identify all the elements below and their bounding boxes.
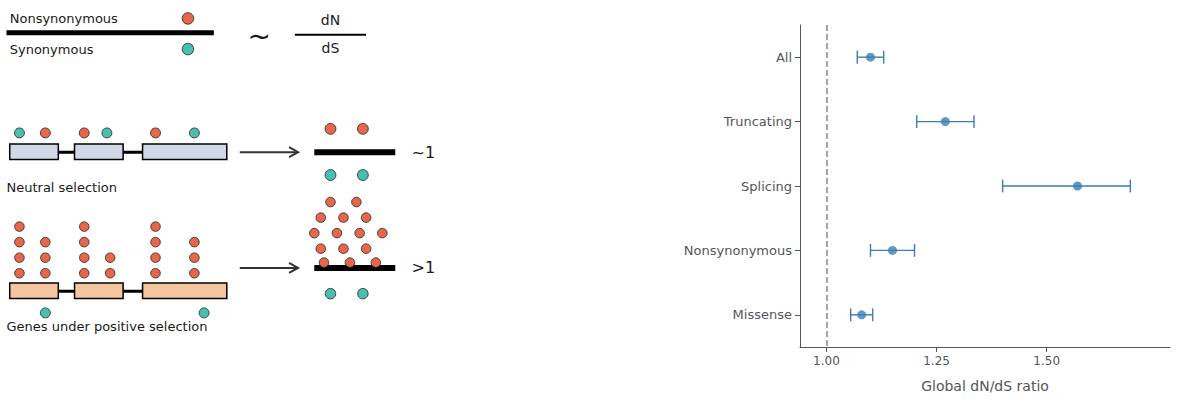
svg-text:dS: dS <box>322 40 340 56</box>
svg-text:>1: >1 <box>411 258 435 277</box>
svg-text:Neutral selection: Neutral selection <box>6 180 117 195</box>
svg-text:Nonsynonymous: Nonsynonymous <box>684 243 792 258</box>
svg-text:Synonymous: Synonymous <box>10 42 94 57</box>
svg-text:~: ~ <box>247 20 270 53</box>
svg-text:1.25: 1.25 <box>923 354 950 368</box>
svg-text:dN: dN <box>321 12 340 28</box>
svg-text:1.00: 1.00 <box>813 354 840 368</box>
svg-text:All: All <box>776 50 792 65</box>
svg-text:Splicing: Splicing <box>741 179 792 194</box>
svg-text:1.50: 1.50 <box>1033 354 1060 368</box>
svg-text:Missense: Missense <box>733 307 792 322</box>
svg-text:Global dN/dS ratio: Global dN/dS ratio <box>921 378 1049 394</box>
svg-text:Truncating: Truncating <box>723 114 792 129</box>
svg-text:Genes under positive selection: Genes under positive selection <box>6 319 207 334</box>
svg-text:Nonsynonymous: Nonsynonymous <box>10 11 118 26</box>
svg-text:~1: ~1 <box>411 143 435 162</box>
